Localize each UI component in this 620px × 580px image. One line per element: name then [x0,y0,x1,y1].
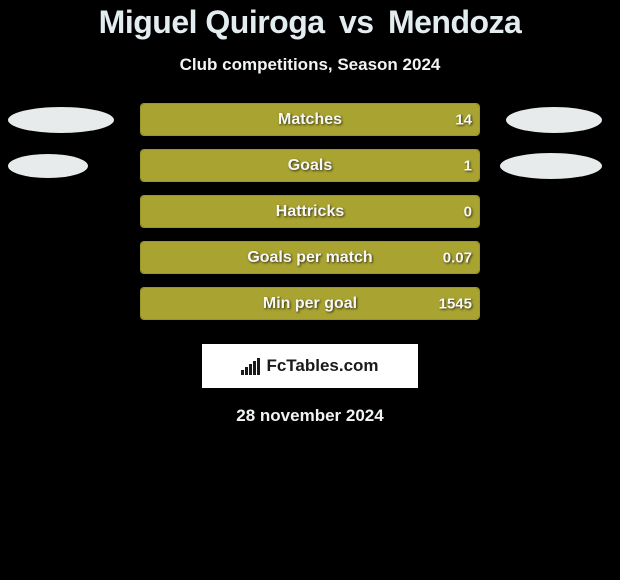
brand-text: FcTables.com [266,356,378,376]
stat-row: Min per goal 1545 [0,287,620,320]
right-ellipse [500,153,602,179]
stat-value-right: 1 [464,157,472,174]
stat-bar-track: Hattricks 0 [140,195,480,228]
player1-name: Miguel Quiroga [99,4,325,40]
brand-icon-bar [249,364,252,375]
stats-comparison-card: Miguel Quiroga vs Mendoza Club competiti… [0,0,620,426]
stat-label: Min per goal [263,295,357,313]
stat-rows: Matches 14 Goals 1 Hattricks 0 Goals per match… [0,103,620,320]
right-ellipse [506,107,602,133]
stat-row: Goals per match 0.07 [0,241,620,274]
stat-bar-track: Goals per match 0.07 [140,241,480,274]
brand-icon-bar [253,361,256,375]
card-subtitle: Club competitions, Season 2024 [0,55,620,75]
stat-bar-track: Goals 1 [140,149,480,182]
brand-icon-bar [245,367,248,375]
stat-value-right: 0 [464,203,472,220]
stat-label: Matches [278,111,342,129]
left-ellipse [8,107,114,133]
vs-separator: vs [339,4,374,40]
brand-badge: FcTables.com [202,344,418,388]
stat-label: Hattricks [276,203,344,221]
stat-bar-track: Min per goal 1545 [140,287,480,320]
card-date: 28 november 2024 [0,406,620,426]
stat-value-right: 14 [455,111,472,128]
player2-name: Mendoza [388,4,521,40]
stat-value-right: 0.07 [443,249,472,266]
stat-value-right: 1545 [439,295,472,312]
brand-icon-bar [241,370,244,375]
brand-chart-icon [241,357,261,375]
left-ellipse [8,154,88,178]
stat-label: Goals per match [247,249,372,267]
stat-row: Matches 14 [0,103,620,136]
brand-icon-bar [257,358,260,375]
stat-row: Hattricks 0 [0,195,620,228]
stat-label: Goals [288,157,332,175]
card-title: Miguel Quiroga vs Mendoza [0,4,620,41]
stat-bar-track: Matches 14 [140,103,480,136]
stat-row: Goals 1 [0,149,620,182]
